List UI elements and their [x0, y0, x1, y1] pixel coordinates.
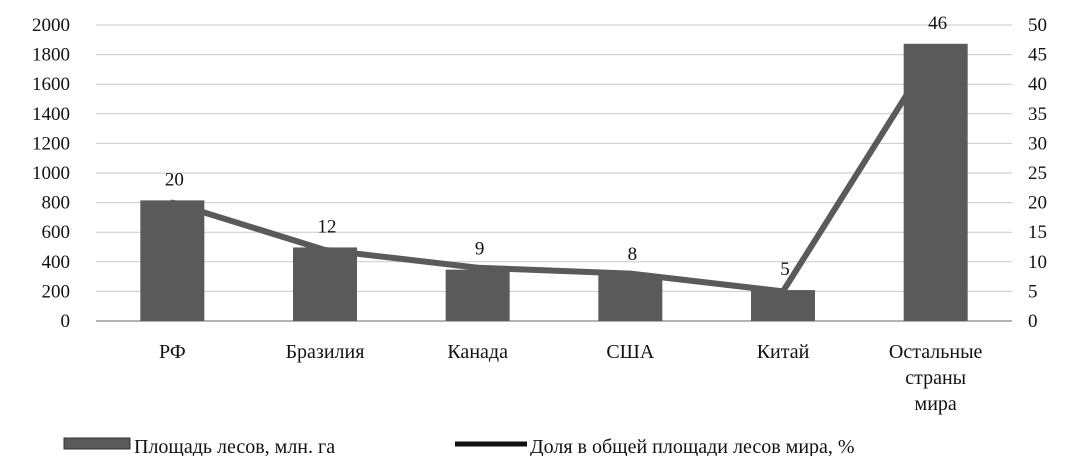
y-left-tick-label: 200	[42, 281, 71, 302]
y-left-tick-label: 800	[42, 193, 71, 214]
data-label: 5	[780, 259, 790, 280]
data-label: 12	[318, 216, 337, 237]
legend-swatch-bar	[64, 438, 130, 449]
y-right-tick-label: 0	[1028, 311, 1038, 332]
data-label: 20	[165, 169, 184, 190]
y-left-tick-label: 1600	[32, 74, 70, 95]
y-left-tick-label: 1400	[32, 104, 70, 125]
data-labels: 20 12 9 8 5 46	[165, 13, 947, 280]
category-label: РФ	[159, 341, 186, 363]
y-left-tick-label: 1000	[32, 163, 70, 184]
y-left-tick-label: 0	[61, 311, 71, 332]
bar	[751, 290, 815, 321]
left-axis: 0 200 400 600 800 1000 1200 1400 1600 1800 2000	[32, 15, 70, 332]
legend-label-area: Площадь лесов, млн. га	[134, 436, 335, 456]
data-label: 8	[628, 244, 638, 265]
bars-area-series	[140, 44, 967, 321]
line-share-series	[172, 49, 936, 292]
y-right-tick-label: 5	[1028, 281, 1038, 302]
y-right-tick-label: 45	[1028, 45, 1047, 66]
gridlines	[96, 25, 1012, 321]
y-right-tick-label: 15	[1028, 222, 1047, 243]
legend: Площадь лесов, млн. га Доля в общей площа…	[64, 436, 855, 456]
bar	[140, 200, 204, 321]
category-label: Бразилия	[286, 341, 365, 363]
y-left-tick-label: 1800	[32, 45, 70, 66]
category-label: Остальные	[889, 341, 983, 363]
y-right-tick-label: 40	[1028, 74, 1047, 95]
bar	[446, 270, 510, 321]
bar	[293, 247, 357, 321]
category-label: Канада	[447, 341, 508, 363]
y-right-tick-label: 50	[1028, 15, 1047, 36]
y-left-tick-label: 600	[42, 222, 71, 243]
bar	[598, 275, 662, 321]
y-right-tick-label: 10	[1028, 252, 1047, 273]
category-label: мира	[915, 393, 957, 415]
right-axis: 0 5 10 15 20 25 30 35 40 45 50	[1028, 15, 1047, 332]
y-left-tick-label: 400	[42, 252, 71, 273]
data-label: 46	[928, 13, 947, 34]
y-right-tick-label: 20	[1028, 193, 1047, 214]
y-right-tick-label: 25	[1028, 163, 1047, 184]
data-label: 9	[475, 239, 485, 260]
legend-label-share: Доля в общей площади лесов мира, %	[530, 436, 855, 456]
y-right-tick-label: 30	[1028, 133, 1047, 154]
category-label: США	[606, 341, 655, 363]
y-right-tick-label: 35	[1028, 104, 1047, 125]
category-labels: РФ Бразилия Канада США Китай Остальные страны м…	[159, 341, 982, 415]
y-left-tick-label: 2000	[32, 15, 70, 36]
y-left-tick-label: 1200	[32, 133, 70, 154]
category-label: страны	[905, 367, 966, 389]
category-label: Китай	[757, 341, 810, 363]
